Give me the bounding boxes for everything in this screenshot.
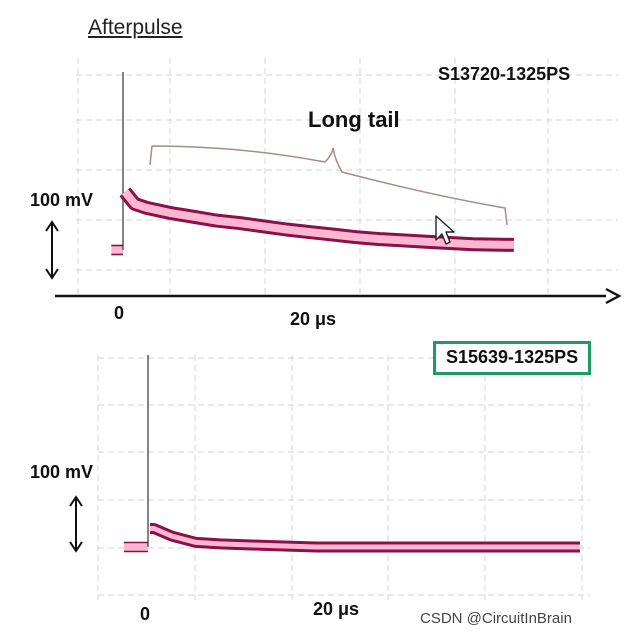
double-arrow-icon [45,268,59,280]
time-axis-arrowhead [605,287,622,305]
watermark: CSDN @CircuitInBrain [420,610,572,627]
panel-bottom [97,355,590,600]
figure-heading: Afterpulse [88,16,183,39]
model-label-bottom: S15639-1325PS [433,341,592,375]
double-arrow-icon [69,495,83,507]
long-tail-label: Long tail [308,107,400,132]
double-arrow-icon [45,220,59,232]
long-tail-brace [149,145,508,226]
trace-tail-band [150,526,580,550]
annotations [45,145,622,553]
double-arrow-icon [69,541,83,553]
model-label-top: S13720-1325PS [438,64,571,84]
x-tick-label: 20 μs [290,309,337,329]
panel-top [76,58,618,296]
mouse-cursor-icon [435,215,455,245]
x-tick-label: 20 μs [313,599,360,619]
scale-label-bottom: 100 mV [30,462,94,482]
x-tick-label: 0 [140,604,151,624]
trace-tail-band [121,189,514,249]
x-tick-label: 0 [114,303,125,323]
scale-label-top: 100 mV [30,190,94,210]
